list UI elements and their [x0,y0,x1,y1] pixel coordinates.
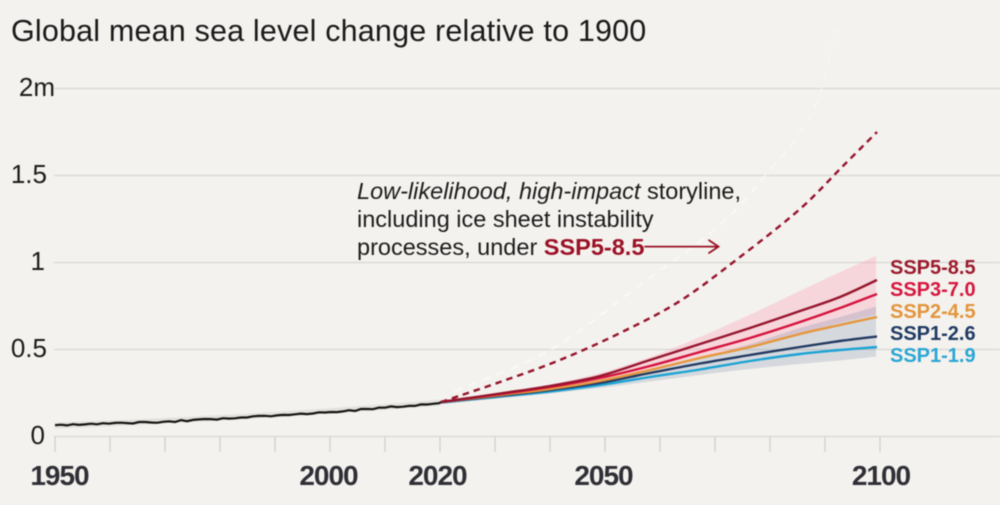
svg-text:1950: 1950 [30,460,89,491]
svg-text:0: 0 [31,420,45,450]
svg-text:2000: 2000 [299,460,358,491]
svg-text:2050: 2050 [574,460,633,491]
svg-text:Global mean sea level change r: Global mean sea level change relative to… [11,14,646,48]
svg-text:including ice sheet instabilit: including ice sheet instability [357,206,654,232]
svg-text:1: 1 [31,246,45,276]
svg-text:processes, under SSP5-8.5: processes, under SSP5-8.5 [357,234,644,260]
svg-text:SSP1-1.9: SSP1-1.9 [890,345,976,367]
svg-text:SSP2-4.5: SSP2-4.5 [890,301,976,323]
svg-text:SSP5-8.5: SSP5-8.5 [890,257,976,279]
svg-text:SSP1-2.6: SSP1-2.6 [890,323,976,345]
svg-text:2100: 2100 [852,460,911,491]
svg-text:Low-likelihood, high-impact st: Low-likelihood, high-impact storyline, [357,178,741,204]
svg-text:1.5: 1.5 [11,159,47,189]
svg-text:SSP3-7.0: SSP3-7.0 [890,279,976,301]
svg-text:2m: 2m [19,72,55,102]
svg-text:2020: 2020 [408,460,467,491]
svg-text:0.5: 0.5 [11,333,47,363]
